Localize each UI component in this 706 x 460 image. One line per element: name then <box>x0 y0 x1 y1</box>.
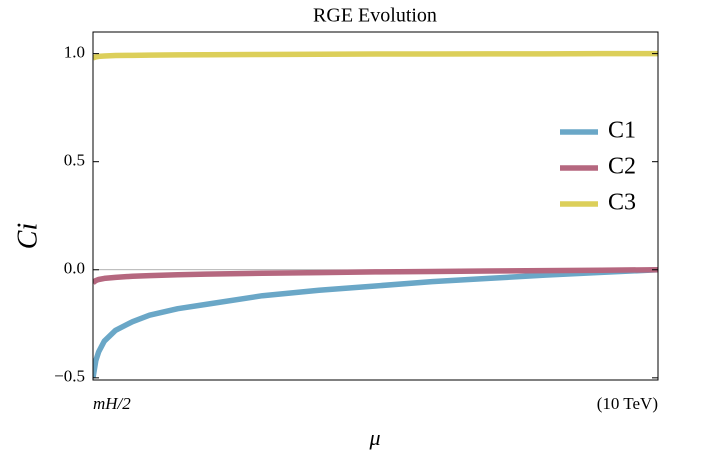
x-tick-label: (10 TeV) <box>597 394 658 413</box>
data-line <box>93 267 658 285</box>
y-tick-label: 1.0 <box>64 43 85 62</box>
data-line <box>93 267 658 379</box>
legend-label: C2 <box>608 154 636 180</box>
plot-frame <box>92 31 659 381</box>
y-tick-label: 0.5 <box>64 151 85 170</box>
chart-title: RGE Evolution <box>313 5 437 27</box>
legend-label: C3 <box>608 190 636 216</box>
data-line <box>93 50 658 61</box>
x-tick-label: mH/2 <box>93 394 131 413</box>
y-tick-label: −0.5 <box>54 367 85 386</box>
y-axis-label: Ci <box>12 223 43 249</box>
x-axis-label: μ <box>368 425 380 450</box>
y-tick-label: 0.0 <box>64 259 85 278</box>
legend-label: C1 <box>608 118 636 144</box>
